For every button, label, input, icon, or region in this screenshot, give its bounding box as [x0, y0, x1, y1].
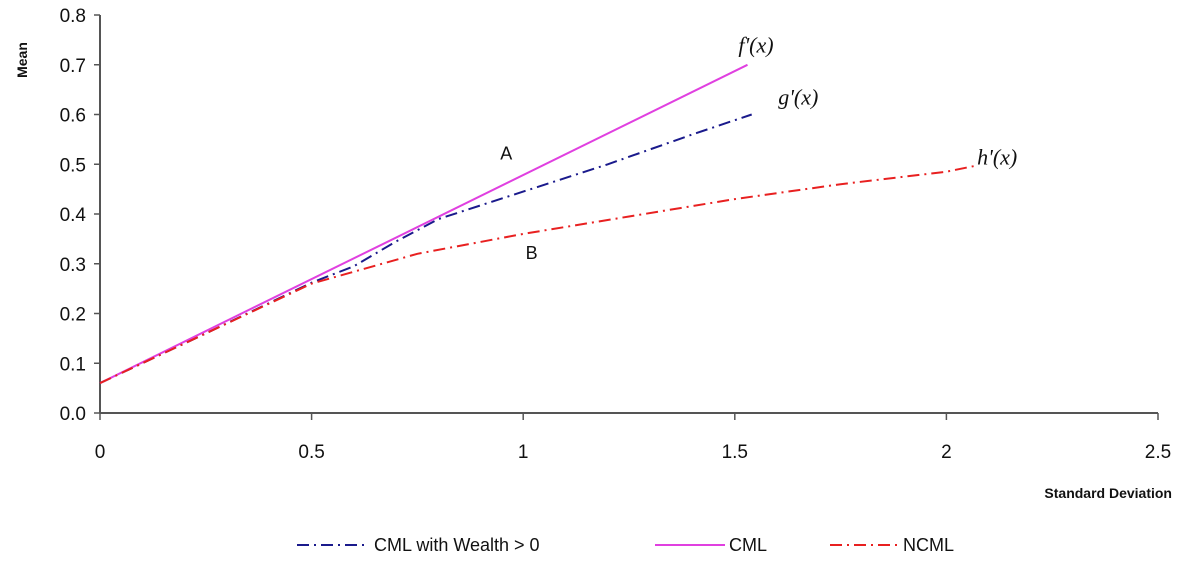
legend-label: CML with Wealth > 0	[374, 535, 540, 555]
annotation-layer: A Bf'(x) g'(x) h'(x)	[500, 32, 1017, 262]
y-tick-label: 0.6	[60, 106, 86, 127]
x-tick-label: 1.5	[722, 442, 748, 463]
legend: CML with Wealth > 0 CML NCML	[297, 535, 954, 555]
x-tick-label: 0	[95, 442, 106, 463]
series-line-3	[99, 164, 977, 385]
y-tick-label: 0.7	[60, 56, 86, 77]
legend-label: CML	[729, 535, 767, 555]
y-tick-label: 0.0	[60, 404, 86, 425]
series-line-1	[99, 113, 753, 385]
annotation-label: B	[526, 243, 538, 263]
y-tick-label: 0.4	[60, 205, 87, 226]
y-tick-label: 0.8	[60, 6, 86, 27]
y-axis-title: Mean	[14, 42, 30, 78]
x-tick-label: 2.5	[1145, 442, 1171, 463]
series-line-2	[99, 63, 748, 384]
y-tick-label: 0.5	[60, 155, 86, 176]
series-layer	[99, 63, 977, 385]
y-tick-label: 0.1	[60, 354, 86, 375]
annotation-label: f'(x)	[738, 32, 773, 57]
annotation-label: g'(x)	[778, 85, 818, 110]
axes: 0.0 0.1 0.2 0.3 0.4 0.5 0.6 0.7 0.8 0 0.5 1 1.5 2 2.5	[60, 6, 1172, 463]
annotation-label: A	[500, 143, 512, 163]
x-tick-label: 0.5	[298, 442, 324, 463]
x-axis-title: Standard Deviation	[1044, 485, 1172, 501]
x-tick-label: 2	[941, 442, 952, 463]
legend-label: NCML	[903, 535, 954, 555]
x-tick-label: 1	[518, 442, 529, 463]
annotation-label: h'(x)	[977, 144, 1017, 169]
y-tick-label: 0.2	[60, 305, 86, 326]
y-tick-label: 0.3	[60, 255, 86, 276]
